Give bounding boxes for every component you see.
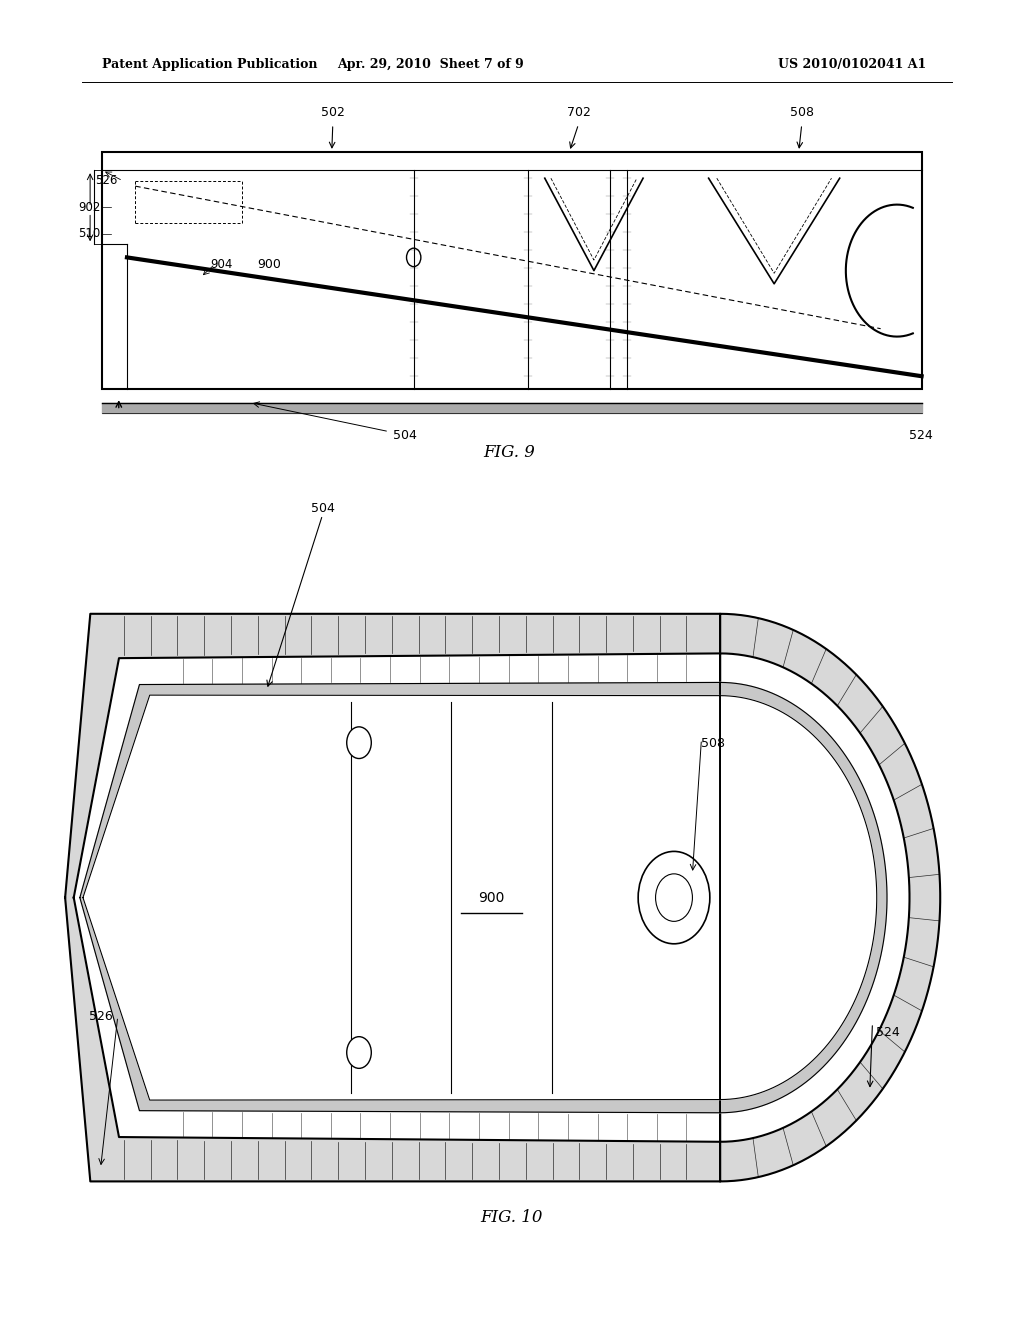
Text: 900: 900 xyxy=(257,257,282,271)
Text: 526: 526 xyxy=(89,1010,113,1023)
Text: US 2010/0102041 A1: US 2010/0102041 A1 xyxy=(778,58,927,71)
Circle shape xyxy=(638,851,710,944)
Text: 524: 524 xyxy=(876,1026,899,1039)
Text: 508: 508 xyxy=(790,106,814,119)
Text: 526: 526 xyxy=(95,174,118,187)
Text: Patent Application Publication: Patent Application Publication xyxy=(102,58,317,71)
Polygon shape xyxy=(83,696,877,1100)
Circle shape xyxy=(347,1036,372,1068)
Text: 504: 504 xyxy=(310,502,335,515)
Circle shape xyxy=(347,727,372,759)
Text: 702: 702 xyxy=(566,106,591,119)
Polygon shape xyxy=(66,614,940,1181)
Text: 510: 510 xyxy=(78,227,100,240)
Text: 504: 504 xyxy=(392,429,417,442)
Text: 508: 508 xyxy=(701,737,725,750)
Polygon shape xyxy=(80,682,887,1113)
Text: 904: 904 xyxy=(210,257,232,271)
Text: 502: 502 xyxy=(321,106,345,119)
Text: FIG. 10: FIG. 10 xyxy=(480,1209,544,1225)
Text: 902: 902 xyxy=(78,201,100,214)
Text: Apr. 29, 2010  Sheet 7 of 9: Apr. 29, 2010 Sheet 7 of 9 xyxy=(337,58,523,71)
Text: 900: 900 xyxy=(478,891,505,904)
Bar xyxy=(102,152,922,389)
Polygon shape xyxy=(74,653,909,1142)
Text: 524: 524 xyxy=(909,429,933,442)
Text: FIG. 9: FIG. 9 xyxy=(483,445,535,461)
